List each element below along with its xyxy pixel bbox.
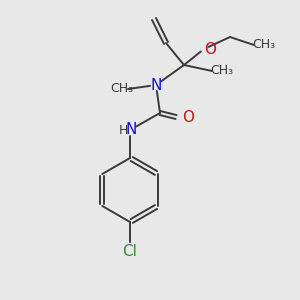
Text: N: N — [150, 77, 162, 92]
Text: N: N — [125, 122, 137, 137]
Text: Cl: Cl — [123, 244, 137, 260]
Text: CH₃: CH₃ — [110, 82, 134, 95]
Text: CH₃: CH₃ — [210, 64, 234, 77]
Text: H: H — [118, 124, 128, 136]
Text: CH₃: CH₃ — [252, 38, 276, 52]
Text: O: O — [182, 110, 194, 125]
Text: O: O — [204, 41, 216, 56]
